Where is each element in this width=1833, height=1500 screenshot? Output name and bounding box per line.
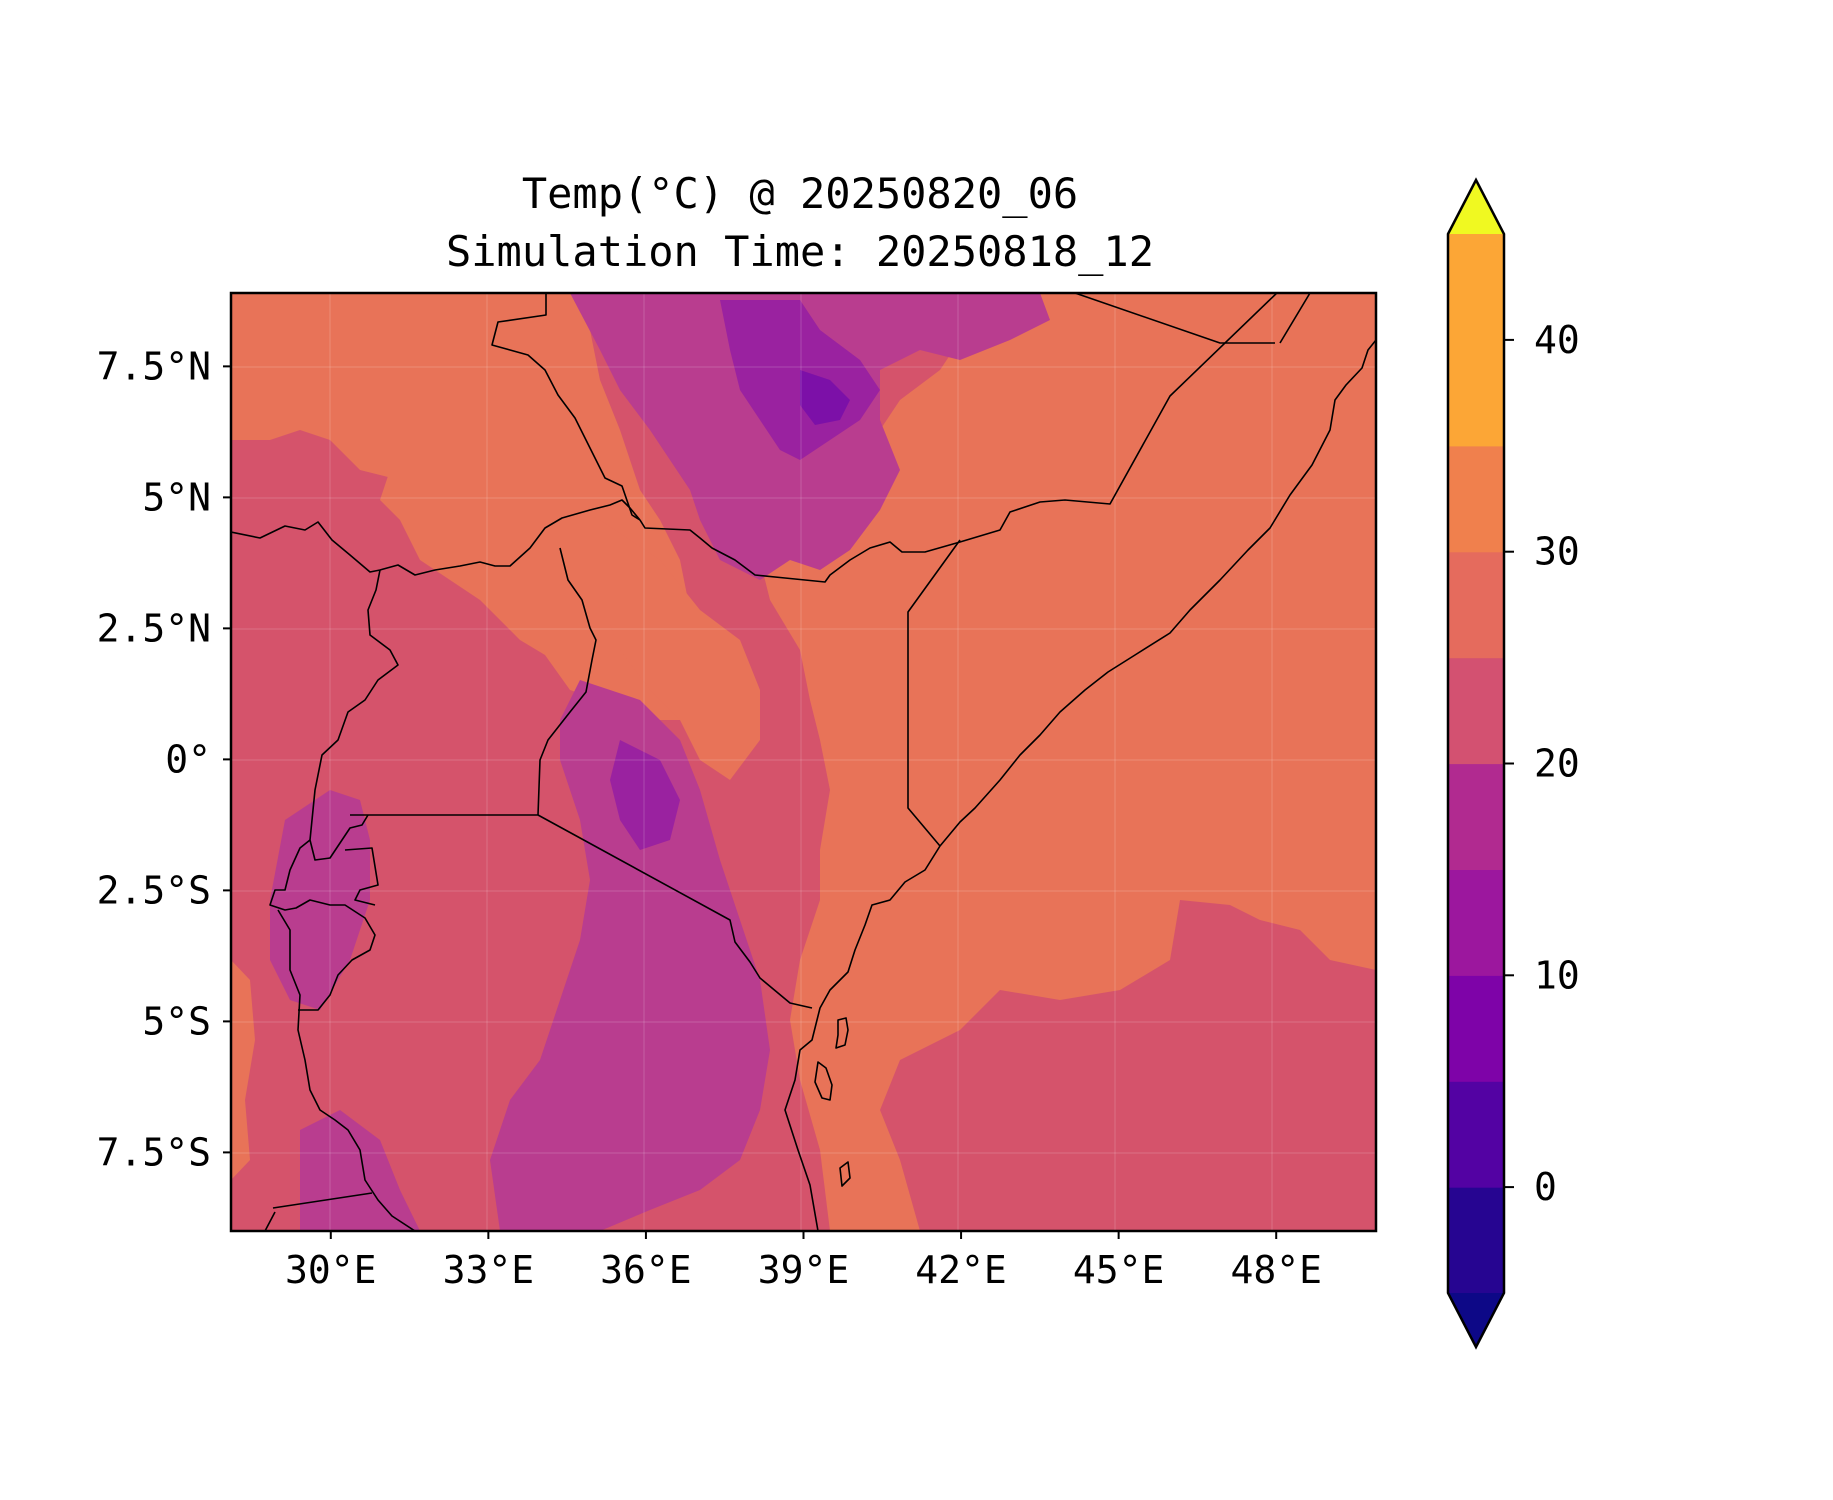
x-tick-label: 33°E — [443, 1248, 535, 1292]
border-uganda-kenya — [537, 547, 597, 816]
x-tick-label: 30°E — [285, 1248, 377, 1292]
colorbar-extend-max — [1448, 180, 1504, 234]
border-south-corner — [264, 1211, 276, 1231]
border-uganda-drc — [309, 569, 399, 861]
colorbar-level — [1448, 1187, 1504, 1294]
temperature-contour-cold-rift — [610, 740, 680, 850]
colorbar-outline — [1446, 177, 1506, 1350]
colorbar: 0 10 20 30 40 — [1446, 177, 1580, 1350]
x-tick-label: 39°E — [758, 1248, 850, 1292]
y-tick-label: 2.5°N — [97, 606, 211, 650]
border-drc-tanzania — [277, 909, 416, 1231]
temperature-contour-warm-east — [760, 293, 1376, 1231]
island-pemba — [835, 1017, 849, 1049]
y-tick-label: 0° — [165, 737, 211, 781]
border-burundi-tanzania — [344, 847, 379, 906]
colorbar-level — [1448, 1081, 1504, 1188]
border-tanzania-north — [350, 814, 813, 1009]
temperature-contour-warm-west — [231, 960, 255, 1180]
y-tick-label: 2.5°S — [97, 868, 211, 912]
island-zanzibar — [814, 1061, 833, 1101]
y-axis-ticks: 7.5°N 5°N 2.5°N 0° 2.5°S 5°S 7.5°S — [97, 344, 231, 1174]
temperature-contour-verycold-ethiopia — [800, 370, 850, 425]
border-kenya-somalia — [907, 539, 961, 847]
border-ethiopia-somalia-north — [1074, 293, 1275, 344]
temperature-contour-warm-central — [600, 520, 760, 780]
x-tick-label: 36°E — [600, 1248, 692, 1292]
x-tick-label: 45°E — [1073, 1248, 1165, 1292]
colorbar-level — [1448, 551, 1504, 659]
border-southwest — [272, 1192, 373, 1209]
y-tick-label: 5°S — [142, 999, 211, 1043]
border-south-sudan-ethiopia — [491, 293, 641, 521]
temperature-contour-warm-north — [231, 293, 720, 720]
colorbar-tick-label: 30 — [1534, 530, 1580, 574]
x-tick-label: 42°E — [915, 1248, 1007, 1292]
colorbar-level — [1448, 869, 1504, 976]
country-borders — [231, 293, 1376, 1231]
coastline-somalia — [784, 339, 1376, 1231]
graticule — [231, 293, 1376, 1231]
colorbar-level — [1448, 234, 1504, 341]
border-south-sudan-uganda — [231, 499, 641, 576]
temperature-contour-cool-albertine — [270, 790, 370, 1010]
y-tick-label: 5°N — [142, 475, 211, 519]
temperature-contour-cool-southwest — [300, 1110, 420, 1231]
colorbar-tick-label: 20 — [1534, 742, 1580, 786]
colorbar-tick-label: 0 — [1534, 1165, 1557, 1209]
colorbar-level — [1448, 975, 1504, 1082]
y-tick-label: 7.5°N — [97, 344, 211, 388]
border-rwanda-burundi — [269, 839, 376, 1011]
colorbar-level — [1448, 763, 1504, 870]
colorbar-level — [1448, 339, 1504, 447]
temperature-contour-cool-rift — [490, 680, 770, 1231]
figure-title-line1: Temp(°C) @ 20250820_06 — [522, 169, 1078, 218]
border-ethiopia-kenya — [639, 293, 1279, 583]
colorbar-tick-label: 10 — [1534, 953, 1580, 997]
map-panel — [231, 293, 1376, 1231]
x-axis-ticks: 30°E 33°E 36°E 39°E 42°E 45°E 48°E — [285, 1231, 1322, 1292]
y-tick-label: 7.5°S — [97, 1130, 211, 1174]
colorbar-level — [1448, 445, 1504, 553]
border-somalia-northeast — [1279, 293, 1311, 344]
colorbar-extend-min — [1448, 1293, 1504, 1347]
colorbar-tick-label: 40 — [1534, 318, 1580, 362]
colorbar-level — [1448, 657, 1504, 765]
x-tick-label: 48°E — [1230, 1248, 1322, 1292]
island-mafia — [839, 1161, 851, 1187]
figure-title-line2: Simulation Time: 20250818_12 — [446, 227, 1154, 276]
